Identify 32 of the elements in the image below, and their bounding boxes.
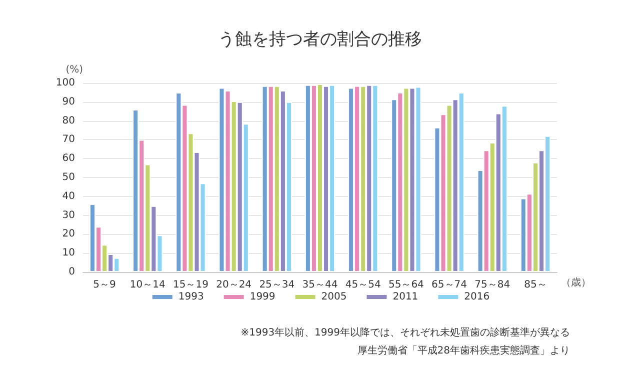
y-tick-label: 50 [62, 172, 75, 183]
text: 厚生労働省「平成28年歯科疾患実態調査」より [357, 344, 570, 356]
x-tick-label: 10～14 [130, 280, 166, 290]
x-axis-title: （歳） [561, 276, 591, 288]
legend-label: 2011 [392, 292, 418, 302]
text: ※1993年以前、1999年以降では、それぞれ未処置歯の診断基準が異なる [240, 326, 570, 338]
y-tick-label: 70 [62, 134, 75, 146]
y-tick-label: 90 [62, 96, 75, 108]
x-tick-label: 15～19 [173, 280, 208, 290]
x-tick-label: 5～9 [93, 280, 116, 290]
legend-label: 2016 [464, 292, 490, 302]
y-tick-label: 10 [62, 248, 75, 259]
y-tick-label: 20 [62, 228, 75, 240]
y-tick-label: 100 [56, 78, 75, 88]
y-tick-label: 30 [62, 210, 75, 221]
legend-label: 2005 [321, 292, 347, 302]
y-tick-label: 40 [62, 190, 75, 202]
legend-label: 1999 [250, 292, 276, 302]
x-tick-label: 35～44 [302, 280, 338, 290]
x-tick-label: 85～ [524, 280, 547, 290]
y-tick-label: 60 [62, 153, 75, 164]
x-tick-label: 55～64 [388, 280, 424, 290]
x-tick-label: 45～54 [345, 280, 381, 290]
y-tick-label: 80 [62, 115, 75, 126]
y-tick-label: 0 [68, 266, 75, 278]
legend-label: 1993 [178, 292, 204, 302]
x-tick-label: 65～74 [432, 280, 467, 290]
x-tick-label: 20～24 [216, 280, 252, 290]
x-tick-label: 75～84 [474, 280, 510, 290]
chart-title: う蝕を持つ者の割合の推移 [218, 30, 422, 50]
x-tick-label: 25～34 [259, 280, 295, 290]
y-axis-title: (%) [66, 64, 84, 76]
